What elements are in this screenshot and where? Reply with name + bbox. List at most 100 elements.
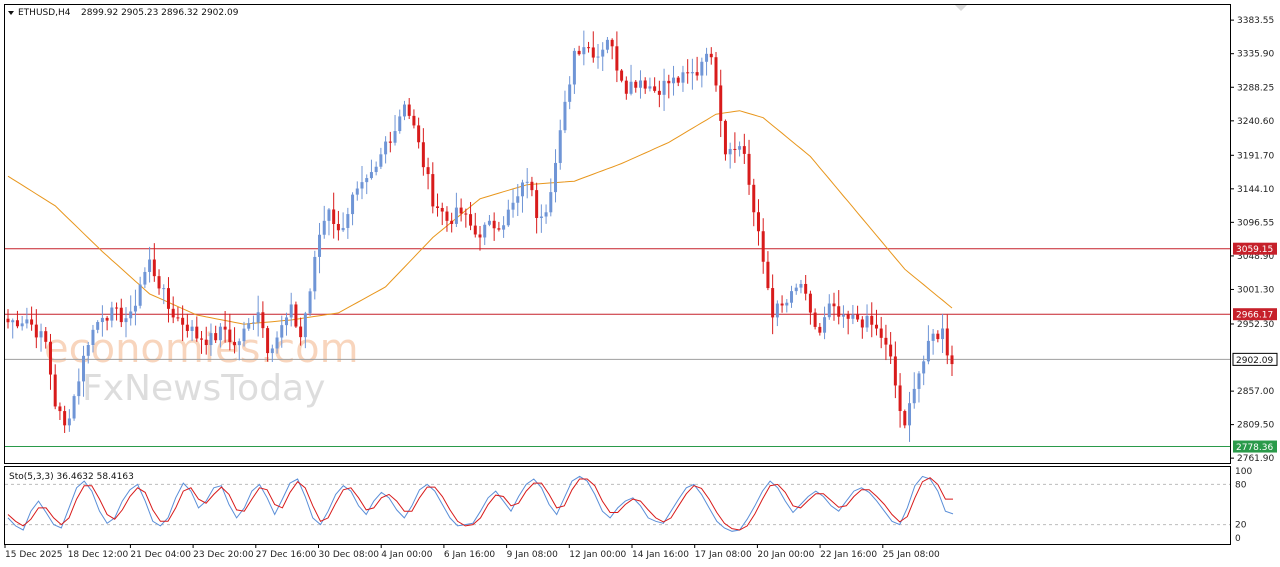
candle-body <box>256 312 260 323</box>
chart-header: ETHUSD,H4 2899.92 2905.23 2896.32 2902.0… <box>8 5 967 18</box>
candle-body <box>152 259 156 277</box>
candle-body <box>799 283 803 288</box>
y-tick-label: 2761.90 <box>1237 454 1274 464</box>
candle-body <box>15 320 19 327</box>
y-tick-label: 2857.00 <box>1237 387 1274 397</box>
candle-body <box>582 47 586 55</box>
x-tick-label: 21 Dec 04:00 <box>130 550 191 560</box>
candle-body <box>251 322 255 324</box>
candle-body <box>402 104 406 117</box>
candle-body <box>775 303 779 318</box>
stochastic-y-label: 80 <box>1235 480 1247 490</box>
candle-body <box>823 317 827 333</box>
y-tick-label: 3001.30 <box>1237 285 1274 295</box>
candle-body <box>879 328 883 338</box>
candle-body <box>233 342 237 346</box>
candle-body <box>398 116 402 132</box>
candle-body <box>393 131 397 143</box>
candle-body <box>209 333 213 346</box>
candle-body <box>686 72 690 74</box>
candle-body <box>818 326 822 333</box>
candle-body <box>327 209 331 221</box>
candle-body <box>58 406 62 412</box>
candle-body <box>558 130 562 163</box>
candle-body <box>506 209 510 226</box>
x-tick-label: 30 Dec 08:00 <box>319 550 380 560</box>
x-tick-label: 9 Jan 08:00 <box>507 550 559 560</box>
candle-body <box>747 153 751 185</box>
candle-body <box>303 313 307 338</box>
candle-body <box>162 288 166 290</box>
candle-body <box>346 214 350 228</box>
candle-body <box>384 141 388 155</box>
candle-body <box>218 326 222 341</box>
candle-body <box>771 288 775 318</box>
candle-body <box>563 101 567 131</box>
candle-body <box>601 49 605 57</box>
candle-body <box>332 209 336 224</box>
y-tick-label: 3288.25 <box>1237 83 1274 93</box>
candle-body <box>804 283 808 294</box>
candle-body <box>705 53 709 62</box>
candle-body <box>752 184 756 213</box>
candle-body <box>369 172 373 179</box>
y-tick-label: 3191.70 <box>1237 151 1274 161</box>
candle-body <box>487 220 491 225</box>
candle-body <box>926 340 930 362</box>
candle-body <box>374 166 378 173</box>
current-price-line-badge-label: 2902.09 <box>1236 356 1273 366</box>
candle-body <box>478 234 482 238</box>
support-line-badge-label: 2778.36 <box>1236 443 1273 453</box>
candle-body <box>530 181 534 191</box>
candle-body <box>568 84 572 102</box>
current-price-line-badge <box>1232 352 1278 366</box>
candle-body <box>587 47 591 49</box>
candle-body <box>672 77 676 84</box>
y-tick-label: 2952.30 <box>1237 320 1274 330</box>
candle-body <box>417 125 421 143</box>
candle-body <box>898 385 902 412</box>
candle-body <box>129 311 133 319</box>
candle-body <box>761 231 765 262</box>
candle-body <box>912 388 916 404</box>
candle-body <box>11 320 15 323</box>
candle-body <box>270 348 274 354</box>
candle-body <box>473 225 477 235</box>
candle-body <box>30 319 34 325</box>
candle-body <box>86 344 90 356</box>
candle-body <box>908 403 912 426</box>
candle-body <box>620 70 624 81</box>
candle-body <box>695 72 699 76</box>
candle-body <box>459 207 463 214</box>
x-tick-label: 25 Jan 08:00 <box>883 550 940 560</box>
candle-body <box>39 331 43 338</box>
candlesticks <box>6 30 954 442</box>
y-tick-label: 3096.55 <box>1237 218 1274 228</box>
resistance-line-low-badge-label: 2966.17 <box>1236 311 1273 321</box>
stochastic-label: Sto(5,3,3) 36.4632 58.4163 <box>9 472 134 482</box>
x-tick-label: 15 Dec 2025 <box>5 550 63 560</box>
scroll-marker-icon[interactable] <box>955 5 967 11</box>
candle-body <box>77 381 81 397</box>
candle-body <box>119 307 123 323</box>
candle-body <box>742 146 746 154</box>
candle-body <box>634 81 638 88</box>
candle-body <box>520 182 524 197</box>
candle-body <box>195 326 199 339</box>
candle-body <box>667 80 671 84</box>
candle-body <box>454 207 458 224</box>
candle-body <box>436 206 440 208</box>
resistance-line-high-badge-label: 3059.15 <box>1236 245 1273 255</box>
candle-body <box>681 72 685 83</box>
stochastic-y-label: 0 <box>1235 534 1241 544</box>
candle-body <box>115 307 119 309</box>
candle-body <box>539 216 543 218</box>
candle-body <box>181 317 185 325</box>
triangle-down-icon[interactable] <box>8 11 14 15</box>
candle-body <box>544 212 548 217</box>
candle-body <box>856 314 860 320</box>
y-tick-label: 2809.50 <box>1237 421 1274 431</box>
support-line-badge <box>1233 440 1277 453</box>
candle-body <box>785 302 789 306</box>
